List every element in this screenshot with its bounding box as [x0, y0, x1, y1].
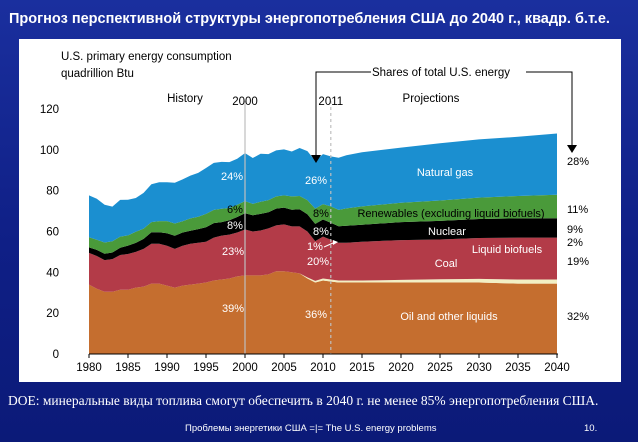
y-tick-label: 20 — [46, 308, 59, 320]
shares-arrow-left — [311, 155, 321, 163]
pct-2000-oil: 39% — [222, 303, 244, 315]
pct-2040-natural-gas: 28% — [567, 156, 589, 168]
pct-2011-natural-gas: 26% — [305, 175, 327, 187]
series-label-coal: Coal — [435, 258, 458, 270]
shares-bracket-left — [315, 71, 371, 155]
series-label-renewables: Renewables (excluding liquid biofuels) — [357, 208, 544, 220]
area-natural-gas — [89, 133, 557, 243]
pct-2040-renewables: 11% — [567, 204, 588, 216]
energy-consumption-chart: 1980 1985 1990 1995 2000 2005 2010 2015 2020 2025… — [40, 51, 589, 374]
x-tick-label: 2010 — [310, 362, 336, 374]
biofuel-pointer-line — [323, 242, 334, 248]
series-label-natural-gas: Natural gas — [417, 167, 474, 179]
pct-2011-liquid-biofuels: 1% — [307, 241, 323, 253]
pct-2040-liquid-biofuels: 2% — [567, 237, 583, 249]
series-label-liquid-biofuels: Liquid biofuels — [472, 244, 543, 256]
pct-2000-coal: 23% — [222, 246, 244, 258]
chart-overlay: 1980 1985 1990 1995 2000 2005 2010 2015 2020 2025… — [40, 51, 589, 374]
shares-label: Shares of total U.S. energy — [372, 67, 510, 79]
x-tick-label: 1990 — [154, 362, 180, 374]
projections-label: Projections — [403, 93, 460, 105]
area-nuclear — [89, 207, 557, 261]
chart-title: U.S. primary energy consumption — [61, 51, 232, 63]
x-tick-label: 2025 — [427, 362, 453, 374]
y-tick-label: 120 — [40, 104, 59, 116]
x-tick-label: 1985 — [115, 362, 141, 374]
pct-2000-natural-gas: 24% — [221, 171, 243, 183]
y-tick-label: 80 — [46, 186, 59, 198]
history-label: History — [167, 93, 203, 105]
pct-2040-nuclear: 9% — [567, 224, 583, 236]
area-renewables-excluding-liquid-biofuels — [89, 194, 557, 254]
area-layers — [89, 133, 557, 354]
x-tick-label: 2000 — [232, 362, 258, 374]
x-tick-label: 2005 — [271, 362, 297, 374]
y-axis-unit: quadrillion Btu — [61, 68, 134, 80]
pct-2011-coal: 20% — [307, 256, 329, 268]
x-tick-label: 2040 — [544, 362, 570, 374]
x-tick-label: 2030 — [466, 362, 492, 374]
shares-bracket-right — [526, 71, 573, 145]
series-label-nuclear: Nuclear — [428, 226, 466, 238]
area-coal — [89, 224, 557, 292]
pct-2000-renewables: 6% — [227, 204, 243, 216]
pct-2011-nuclear: 8% — [313, 226, 329, 238]
slide-title: Прогноз перспективной структуры энергопо… — [9, 11, 610, 27]
year-2011-label: 2011 — [318, 96, 343, 108]
pct-2000-nuclear: 8% — [227, 220, 243, 232]
pct-2040-coal: 19% — [567, 256, 589, 268]
biofuel-pointer-arrow — [333, 240, 338, 245]
x-tick-label: 2020 — [388, 362, 414, 374]
slide-caption: DOE: минеральные виды топлива смогут обе… — [8, 393, 599, 408]
chart-panel: 1980 1985 1990 1995 2000 2005 2010 2015 2020 2025… — [19, 39, 621, 382]
x-tick-label: 1995 — [193, 362, 219, 374]
page-number: 10. — [584, 423, 598, 434]
shares-arrow-right — [567, 145, 577, 153]
x-tick-label: 2035 — [505, 362, 531, 374]
year-2000-label: 2000 — [232, 96, 258, 108]
series-label-oil: Oil and other liquids — [400, 311, 498, 323]
area-oil-and-other-liquids — [89, 271, 557, 354]
x-tick-label: 2015 — [349, 362, 375, 374]
area-liquid-biofuels — [89, 271, 557, 292]
y-tick-label: 0 — [53, 349, 59, 361]
slide-footer: Проблемы энергетики США =|= The U.S. ene… — [185, 423, 437, 434]
y-tick-label: 60 — [46, 227, 59, 239]
y-tick-label: 100 — [40, 145, 59, 157]
pct-2040-oil: 32% — [567, 311, 589, 323]
x-tick-label: 1980 — [76, 362, 102, 374]
pct-2011-renewables: 8% — [313, 208, 329, 220]
pct-2011-oil: 36% — [305, 309, 327, 321]
y-tick-label: 40 — [46, 267, 59, 279]
